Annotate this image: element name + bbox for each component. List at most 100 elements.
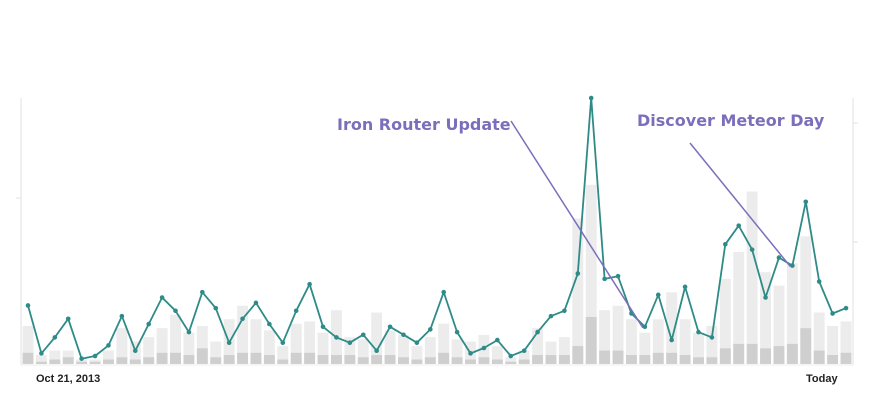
bar-dark — [76, 361, 88, 364]
line-point — [427, 327, 433, 332]
line-point — [25, 303, 31, 308]
line-point — [267, 321, 272, 327]
line-point — [132, 348, 138, 354]
bar-dark — [666, 352, 678, 364]
bar-light — [237, 305, 249, 364]
line-point — [763, 295, 768, 300]
line-point — [816, 279, 822, 284]
bar-dark — [384, 355, 396, 364]
bar-light — [398, 334, 409, 364]
bar-dark — [129, 359, 141, 364]
bar-dark — [585, 316, 597, 364]
line-point — [52, 335, 58, 340]
bar-dark — [62, 357, 74, 364]
bar-light — [357, 339, 369, 364]
bar-light — [411, 346, 423, 364]
bar-light — [518, 350, 530, 364]
bar-dark — [223, 355, 235, 364]
annotation-leader-line — [689, 142, 791, 268]
bar-light — [760, 272, 771, 364]
bar-light — [558, 337, 570, 364]
bar-light — [183, 332, 195, 364]
bar-light — [800, 236, 812, 364]
bar-dark — [599, 350, 611, 364]
bar-dark — [263, 355, 275, 364]
line-point — [454, 329, 460, 335]
line-point — [790, 263, 795, 268]
bar-light — [491, 346, 503, 364]
line-point — [521, 348, 527, 354]
x-label-start: Oct 21, 2013 — [36, 373, 100, 385]
line-point — [642, 324, 648, 330]
line-point — [749, 247, 755, 252]
line-point — [776, 255, 782, 260]
bar-dark — [357, 357, 369, 364]
bar-light — [840, 321, 852, 364]
bars-dark-series — [22, 316, 852, 364]
line-point — [535, 329, 540, 335]
bars-light-series — [22, 184, 852, 364]
bar-dark — [371, 355, 383, 364]
line-point — [119, 313, 125, 319]
bar-dark — [183, 355, 195, 364]
bar-dark — [170, 352, 181, 364]
bar-dark — [156, 352, 168, 364]
line-point — [280, 340, 286, 346]
bar-dark — [103, 359, 114, 364]
bar-light — [733, 252, 745, 364]
line-point — [508, 353, 514, 359]
line-point — [360, 332, 366, 338]
bar-dark — [719, 348, 731, 364]
line-point — [65, 316, 71, 322]
line-point — [186, 329, 192, 335]
line-point — [575, 271, 581, 276]
line-point — [200, 289, 205, 295]
bar-light — [263, 330, 275, 364]
bar-light — [103, 350, 114, 364]
x-axis-labels: Oct 21, 2013 Today — [36, 373, 838, 385]
bar-dark — [196, 348, 208, 364]
bar-dark — [35, 361, 47, 364]
line-point — [414, 340, 420, 346]
bar-light — [438, 323, 450, 364]
bar-light — [116, 328, 128, 364]
line-point — [307, 281, 312, 287]
axes-layer — [16, 98, 858, 366]
bar-dark — [330, 355, 342, 364]
bar-light — [545, 341, 557, 364]
bar-dark — [451, 357, 463, 364]
line-point — [387, 324, 393, 330]
bar-light — [693, 332, 704, 364]
line-point — [481, 345, 487, 351]
bar-dark — [22, 352, 34, 364]
x-label-end: Today — [806, 373, 838, 385]
bar-light — [156, 328, 168, 364]
bar-light — [625, 319, 637, 364]
line-point — [146, 321, 151, 327]
bar-light — [170, 314, 181, 364]
bar-light — [666, 292, 678, 364]
bar-light — [706, 325, 718, 364]
line-point — [696, 329, 701, 335]
bar-dark — [290, 352, 302, 364]
bar-dark — [800, 328, 812, 364]
bar-light — [679, 319, 691, 364]
bar-dark — [424, 357, 436, 364]
bar-dark — [49, 359, 61, 364]
line-point — [374, 348, 379, 354]
annotation-label: Discover Meteor Day — [637, 111, 825, 130]
line-point — [709, 335, 715, 340]
bar-light — [773, 285, 785, 364]
line-point — [173, 308, 178, 314]
bar-dark — [210, 357, 222, 364]
bar-light — [639, 332, 651, 364]
bar-light — [277, 346, 289, 364]
line-point — [226, 340, 232, 346]
bar-dark — [760, 348, 771, 364]
bar-dark — [612, 350, 624, 364]
line-point — [615, 273, 621, 279]
line-point — [213, 305, 219, 311]
bar-light — [599, 310, 611, 364]
line-point — [669, 337, 674, 343]
